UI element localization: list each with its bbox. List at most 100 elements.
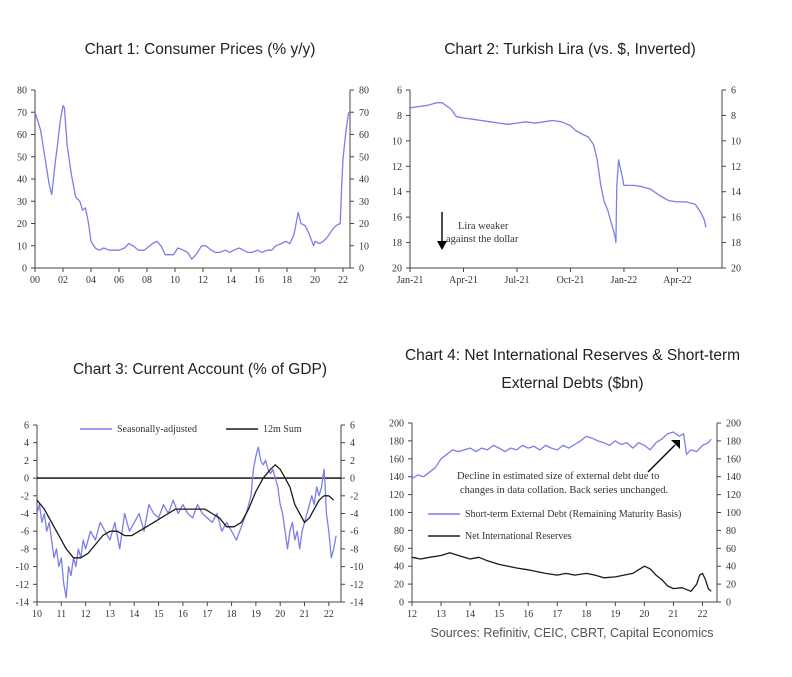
c3-ytick-label-left: 0 <box>24 474 29 485</box>
c3-ytick-label-right: -14 <box>350 598 363 609</box>
c2-annotation-line1: Lira weaker <box>458 221 509 232</box>
c4-ytick-label-right: 40 <box>726 562 736 573</box>
c4-arrow-shaft <box>647 444 676 473</box>
c2-xtick-label: Apr-21 <box>449 275 478 286</box>
c2-ytick-label-left: 12 <box>392 162 402 173</box>
c4-legend-label-reserves: Net International Reserves <box>465 531 572 542</box>
c1-ytick-label-left: 20 <box>17 219 27 230</box>
c4-xtick-label: 16 <box>523 609 533 620</box>
chart2-title: Chart 2: Turkish Lira (vs. $, Inverted) <box>444 41 696 58</box>
c1-xtick-label: 14 <box>226 275 236 286</box>
c1-ytick-label-right: 30 <box>359 197 369 208</box>
c1-ytick-label-left: 50 <box>17 152 27 163</box>
c3-xtick-label: 16 <box>178 609 188 620</box>
c4-xtick-label: 20 <box>639 609 649 620</box>
c4-ytick-label-right: 100 <box>726 508 741 519</box>
c4-ytick-label-right: 20 <box>726 580 736 591</box>
c4-ytick-label-right: 80 <box>726 526 736 537</box>
c4-ytick-label-right: 60 <box>726 544 736 555</box>
c1-ytick-label-left: 10 <box>17 241 27 252</box>
c2-ytick-label-right: 6 <box>731 86 736 97</box>
c3-ytick-label-right: 6 <box>350 421 355 432</box>
c4-arrow-head <box>671 440 680 449</box>
c3-ytick-label-left: 2 <box>24 456 29 467</box>
c4-xtick-label: 21 <box>668 609 678 620</box>
c2-ytick-label-right: 14 <box>731 187 741 198</box>
c2-ytick-label-right: 18 <box>731 238 741 249</box>
c4-xtick-label: 18 <box>581 609 591 620</box>
c4-ytick-label-left: 80 <box>394 526 404 537</box>
c1-ytick-label-left: 80 <box>17 86 27 97</box>
c3-plot: -14 -14-12 -12-10 -10-8 -8-6 -6-4 -4-2 -20 02 24 4… <box>16 421 364 621</box>
c3-legend: Seasonally-adjusted 12m Sum <box>80 424 302 435</box>
c2-xtick-label: Jan-22 <box>611 275 638 286</box>
c4-annotation-line2: changes in data collation. Back series u… <box>460 485 668 496</box>
c3-legend-label-sa: Seasonally-adjusted <box>117 424 197 435</box>
c2-ytick-label-right: 16 <box>731 213 741 224</box>
c3-ytick-label-right: -2 <box>350 491 358 502</box>
c2-annotation-line2: against the dollar <box>446 234 519 245</box>
c1-ytick-label-right: 50 <box>359 152 369 163</box>
c3-series-line-1 <box>36 464 335 559</box>
c3-ytick-label-left: -14 <box>16 598 29 609</box>
c3-ytick-label-left: -6 <box>21 527 29 538</box>
c3-xtick-label: 15 <box>154 609 164 620</box>
c4-ytick-label-left: 160 <box>389 454 404 465</box>
c1-ytick-label-left: 40 <box>17 175 27 186</box>
chart4-title: Chart 4: Net International Reserves & Sh… <box>404 347 741 392</box>
c1-series-line-0 <box>34 104 350 260</box>
c3-xtick-label: 17 <box>202 609 212 620</box>
c4-ytick-label-right: 160 <box>726 454 741 465</box>
c2-ytick-label-left: 18 <box>392 238 402 249</box>
c3-ytick-label-left: -12 <box>16 580 29 591</box>
c1-ytick-label-right: 80 <box>359 86 369 97</box>
c2-annotation: Lira weaker against the dollar <box>437 212 519 250</box>
c2-ytick-label-left: 16 <box>392 213 402 224</box>
c3-ytick-label-right: 0 <box>350 474 355 485</box>
c1-xtick-label: 06 <box>114 275 124 286</box>
c4-xtick-label: 19 <box>610 609 620 620</box>
c4-xtick-label: 15 <box>494 609 504 620</box>
c2-xtick-label: Oct-21 <box>557 275 585 286</box>
c3-ytick-label-right: -10 <box>350 562 363 573</box>
chart3-title: Chart 3: Current Account (% of GDP) <box>72 361 328 378</box>
chart1-title: Chart 1: Consumer Prices (% y/y) <box>84 41 316 58</box>
c1-xtick-label: 12 <box>198 275 208 286</box>
c3-xtick-label: 19 <box>251 609 261 620</box>
c4-ytick-label-left: 120 <box>389 490 404 501</box>
c3-ytick-label-right: -8 <box>350 544 358 555</box>
c2-ytick-label-right: 12 <box>731 162 741 173</box>
c1-ytick-label-right: 10 <box>359 241 369 252</box>
c1-xtick-label: 02 <box>58 275 68 286</box>
c2-xtick-label: Jul-21 <box>504 275 529 286</box>
c4-annotation-line1: Decline in estimated size of external de… <box>457 471 659 482</box>
c2-ytick-label-right: 8 <box>731 111 736 122</box>
c1-ytick-label-right: 40 <box>359 175 369 186</box>
c1-ytick-label-right: 60 <box>359 130 369 141</box>
c4-plot: 0 0 20 20 40 40 60 60 80 80 100 100 120 120 140 140 160 1… <box>389 419 741 621</box>
c3-xtick-label: 18 <box>227 609 237 620</box>
c3-xtick-label: 12 <box>81 609 91 620</box>
c2-ytick-label-right: 20 <box>731 264 741 275</box>
c4-ytick-label-left: 40 <box>394 562 404 573</box>
c2-xtick-label: Jan-21 <box>397 275 424 286</box>
c4-xtick-label: 13 <box>436 609 446 620</box>
c3-ytick-label-right: -12 <box>350 580 363 591</box>
c4-ytick-label-right: 180 <box>726 436 741 447</box>
c3-xtick-label: 21 <box>300 609 310 620</box>
c4-xtick-label: 14 <box>465 609 475 620</box>
c2-xtick-label: Apr-22 <box>663 275 692 286</box>
c4-series-line-0 <box>411 431 712 480</box>
c2-series-line-0 <box>409 102 707 244</box>
c3-xtick-label: 10 <box>32 609 42 620</box>
c4-xtick-label: 12 <box>407 609 417 620</box>
sources-note: Sources: Refinitiv, CEIC, CBRT, Capital … <box>430 626 714 640</box>
c1-xtick-label: 04 <box>86 275 96 286</box>
c4-ytick-label-left: 200 <box>389 419 404 430</box>
c3-xtick-label: 14 <box>129 609 139 620</box>
c1-xtick-label: 08 <box>142 275 152 286</box>
c4-ytick-label-left: 0 <box>399 598 404 609</box>
